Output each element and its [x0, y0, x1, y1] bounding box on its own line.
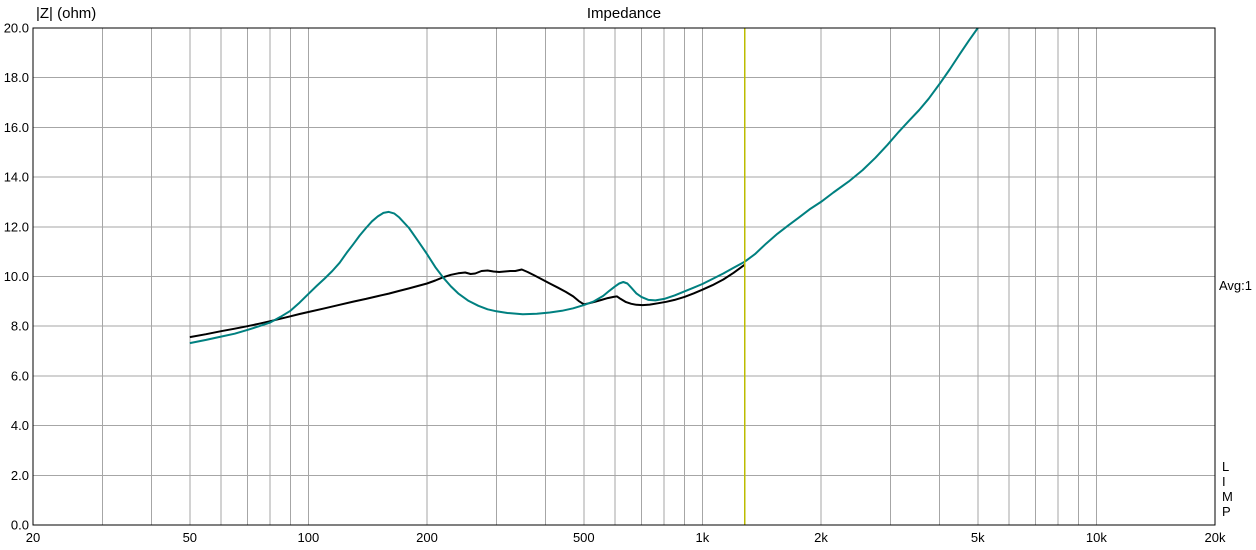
y-tick-label: 8.0 [11, 319, 29, 334]
x-tick-label: 10k [1086, 530, 1107, 545]
x-tick-label: 50 [183, 530, 197, 545]
y-axis-label: |Z| (ohm) [36, 5, 97, 22]
averaging-count-label: Avg:1 [1219, 278, 1253, 293]
x-tick-label: 1k [696, 530, 710, 545]
y-tick-label: 14.0 [4, 170, 29, 185]
program-letter: P [1222, 504, 1231, 519]
y-tick-label: 12.0 [4, 219, 29, 234]
program-letter: I [1222, 474, 1226, 489]
chart-title: Impedance [586, 5, 662, 22]
x-tick-label: 2k [814, 530, 828, 545]
x-tick-label: 20 [26, 530, 40, 545]
program-letter: M [1222, 489, 1233, 504]
x-tick-label: 5k [971, 530, 985, 545]
y-tick-label: 2.0 [11, 468, 29, 483]
curve-impedance-black [189, 263, 746, 339]
plot-border [32, 27, 1216, 526]
y-tick-label: 20.0 [4, 21, 29, 36]
y-tick-label: 6.0 [11, 368, 29, 383]
x-tick-label: 200 [416, 530, 438, 545]
x-tick-label: 500 [573, 530, 595, 545]
y-tick-label: 16.0 [4, 120, 29, 135]
program-letter: L [1222, 459, 1230, 474]
curve-impedance-teal [189, 27, 979, 345]
limp-program-label: L I M P [1222, 459, 1233, 519]
y-tick-label: 0.0 [11, 518, 29, 533]
x-tick-label: 100 [298, 530, 320, 545]
y-tick-label: 10.0 [4, 269, 29, 284]
y-tick-label: 18.0 [4, 70, 29, 85]
x-tick-label: 20k [1205, 530, 1226, 545]
y-tick-label: 4.0 [11, 418, 29, 433]
